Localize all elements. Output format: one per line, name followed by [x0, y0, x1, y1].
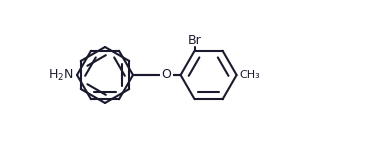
Text: H$_2$N: H$_2$N	[48, 68, 74, 82]
Text: Br: Br	[188, 34, 201, 47]
Text: CH₃: CH₃	[240, 70, 260, 80]
Text: O: O	[162, 69, 172, 81]
